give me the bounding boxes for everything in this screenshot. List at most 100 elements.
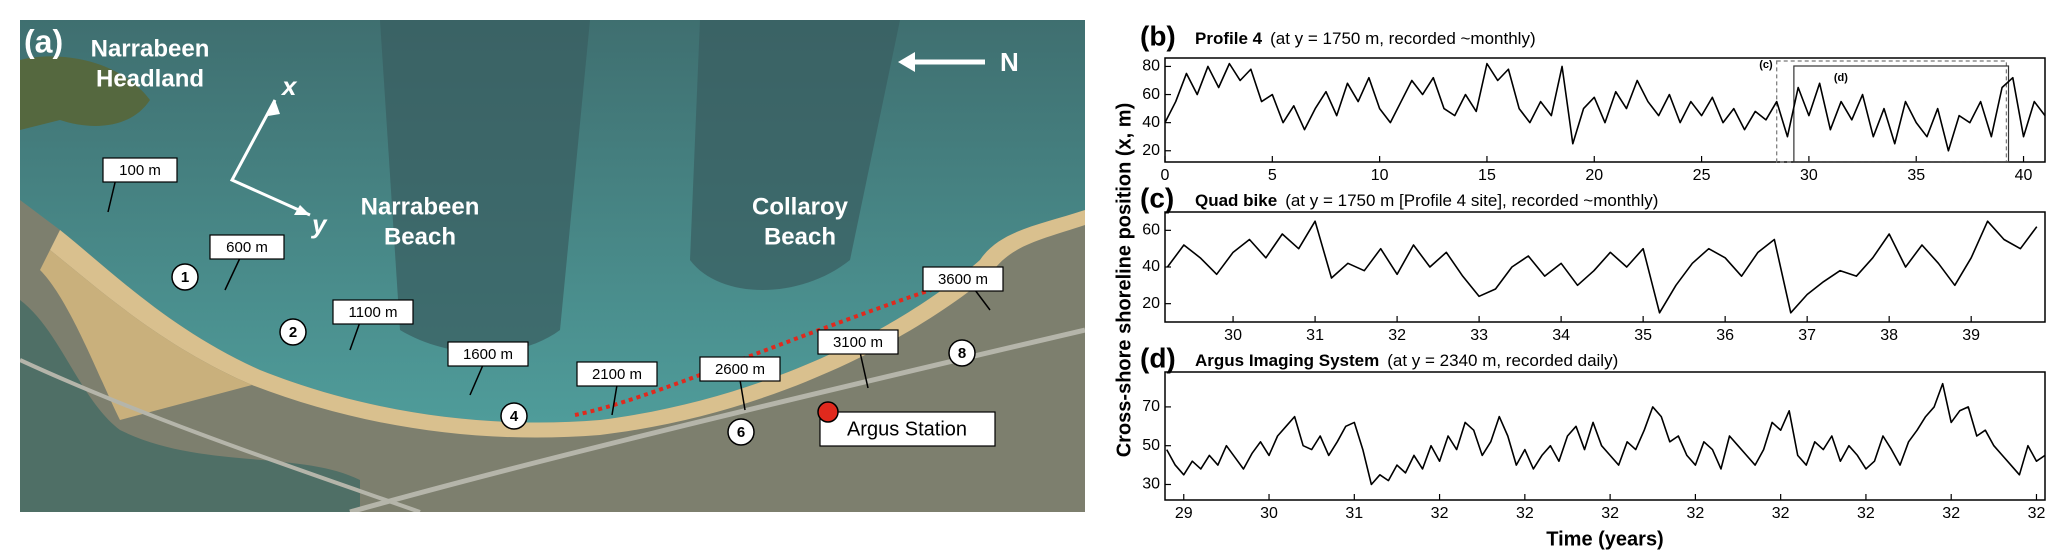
x-tick-label: 10 [1371, 167, 1389, 184]
road [349, 327, 1085, 512]
distance-box [576, 361, 658, 387]
x-tick-label: 15 [1478, 167, 1496, 184]
x-tick-label: 32 [1388, 327, 1406, 344]
data-line [1166, 382, 2046, 486]
y-tick-label: 70 [1142, 398, 1160, 415]
plot-frame [1164, 371, 2046, 501]
distance-label: 3600 m [938, 271, 988, 288]
distance-label: 600 m [226, 239, 268, 256]
north-arrow-head [898, 52, 915, 72]
station-label: Argus Station [847, 418, 967, 440]
panel-header: Argus Imaging System (at y = 2340 m, reco… [1195, 351, 1618, 370]
distance-box [102, 157, 178, 183]
headland [20, 56, 150, 130]
x-tick-label: 35 [1907, 167, 1925, 184]
marker-line [974, 289, 991, 311]
panel-title: Argus Imaging System [1195, 351, 1379, 370]
panel-header: Quad bike (at y = 1750 m [Profile 4 site]… [1195, 191, 1658, 210]
x-tick-label: 32 [1857, 505, 1875, 522]
x-tick-label: 31 [1306, 327, 1324, 344]
y-tick-label: 80 [1142, 58, 1160, 75]
profile-label: 4 [510, 408, 519, 425]
marker-line [859, 351, 869, 389]
x-tick-label: 40 [2015, 167, 2033, 184]
distance-label: 1600 m [463, 346, 513, 363]
x-tick-label: 35 [1634, 327, 1652, 344]
panel-title: Quad bike [1195, 191, 1277, 210]
x-tick-label: 34 [1552, 327, 1570, 344]
x-axis-label: Time (years) [1546, 528, 1663, 550]
x-tick-label: 33 [1470, 327, 1488, 344]
profile-label: 6 [737, 424, 745, 441]
distance-box [817, 329, 899, 355]
x-tick-label: 32 [1516, 505, 1534, 522]
inset-label: (c) [1759, 59, 1773, 71]
axes-arrows [229, 99, 311, 217]
y-axis-label: Cross-shore shoreline position (x, m) [1113, 103, 1135, 458]
place-label: Narrabeen [361, 193, 480, 220]
x-tick-label: 25 [1693, 167, 1711, 184]
place-label: Narrabeen [91, 35, 210, 62]
distance-label: 2100 m [592, 366, 642, 383]
marker-line [739, 379, 746, 411]
station-dot [817, 401, 839, 423]
panel-label: (d) [1140, 342, 1176, 373]
profile-markers: 1 2 4 6 8 [171, 263, 976, 446]
inset-box [1793, 65, 2010, 163]
distance-box [209, 234, 285, 260]
panel-header: Profile 4 (at y = 1750 m, recorded ~month… [1195, 29, 1536, 48]
marker-line [349, 321, 361, 351]
profile-label: 2 [289, 324, 297, 341]
x-tick-label: 32 [1431, 505, 1449, 522]
x-tick-label: 32 [1601, 505, 1619, 522]
profile-circle [500, 402, 528, 430]
panel-subtitle: (at y = 1750 m, recorded ~monthly) [1270, 29, 1536, 48]
marker-line [611, 384, 618, 416]
distance-label: 3100 m [833, 334, 883, 351]
x-tick-label: 39 [1962, 327, 1980, 344]
place-label: Collaroy [752, 193, 849, 220]
lagoon [20, 300, 360, 512]
place-label: Headland [96, 65, 204, 92]
x-tick-label: 32 [1942, 505, 1960, 522]
marker-line [469, 364, 484, 396]
inset-box [1776, 60, 2007, 163]
distance-label: 1100 m [349, 304, 398, 321]
y-tick-label: 20 [1142, 295, 1160, 312]
x-tick-label: 30 [1224, 327, 1242, 344]
profile-label: 1 [181, 269, 189, 286]
station-box [819, 411, 996, 447]
panel-title: Profile 4 [1195, 29, 1263, 48]
data-line [1164, 62, 2046, 152]
x-tick-label: 5 [1268, 167, 1277, 184]
x-tick-label: 20 [1585, 167, 1603, 184]
profile-circle [727, 418, 755, 446]
axis-y-label: y [310, 209, 328, 239]
x-tick-label: 0 [1161, 167, 1170, 184]
x-tick-label: 32 [2028, 505, 2046, 522]
y-tick-label: 20 [1142, 142, 1160, 159]
panel-subtitle: (at y = 2340 m, recorded daily) [1387, 351, 1618, 370]
distance-markers: 100 m 600 m 1100 m 1600 m 2100 m 2600 m … [102, 157, 1004, 416]
plot-frame [1164, 211, 2046, 323]
x-tick-label: 30 [1800, 167, 1818, 184]
place-label: Beach [384, 223, 456, 250]
x-tick-label: 30 [1260, 505, 1278, 522]
distance-box [922, 266, 1004, 292]
data-line [1166, 220, 2038, 314]
y-tick-label: 50 [1142, 437, 1160, 454]
panel-subtitle: (at y = 1750 m [Profile 4 site], recorde… [1285, 191, 1658, 210]
y-tick-label: 40 [1142, 258, 1160, 275]
x-tick-label: 36 [1716, 327, 1734, 344]
deep-channel [690, 20, 900, 290]
axis-x-label: x [280, 71, 298, 101]
profile-circle [279, 318, 307, 346]
distance-label: 100 m [119, 162, 161, 179]
distance-box [699, 356, 781, 382]
x-tick-label: 38 [1880, 327, 1898, 344]
place-label: Beach [764, 223, 836, 250]
y-tick-label: 30 [1142, 476, 1160, 493]
panel-label: (a) [24, 23, 63, 59]
x-tick-label: 29 [1175, 505, 1193, 522]
